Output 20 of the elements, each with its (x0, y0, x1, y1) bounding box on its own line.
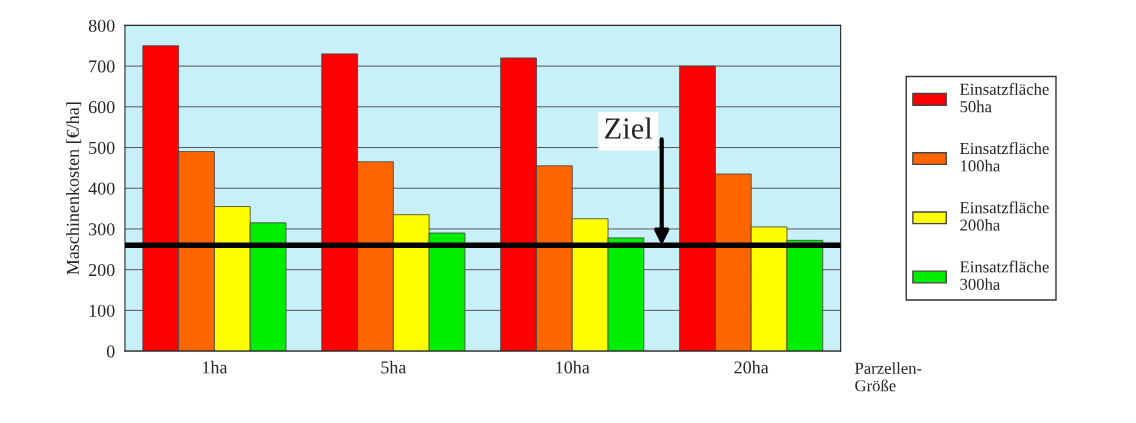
y-tick-label: 500 (89, 141, 115, 154)
y-tick-label: 100 (89, 304, 115, 317)
y-tick-label: 0 (106, 345, 115, 358)
legend-label: Einsatzfläche 300ha (960, 260, 1049, 290)
y-tick-label: 200 (88, 263, 115, 277)
legend-label: Einsatzfläche 50ha (960, 82, 1049, 113)
y-tick-label: 400 (88, 182, 115, 195)
y-tick-label: 300 (89, 223, 115, 236)
legend-label: Einsatzfläche 100ha (960, 142, 1049, 172)
y-tick-label: 800 (88, 19, 115, 32)
x-tick-label: 1ha (202, 360, 228, 374)
y-tick-label: 600 (88, 101, 115, 114)
y-tick-label: 700 (89, 60, 115, 73)
x-axis-title: Parzellen- Größe (855, 362, 922, 392)
y-axis-title: Maschinenkosten [€/ha] (66, 102, 82, 275)
x-tick-label: 20ha (734, 360, 769, 374)
x-tick-label: 5ha (381, 360, 407, 374)
legend-label: Einsatzfläche 200ha (960, 201, 1049, 231)
ref-line-label: Ziel (605, 117, 653, 139)
x-tick-label: 10ha (556, 360, 590, 374)
